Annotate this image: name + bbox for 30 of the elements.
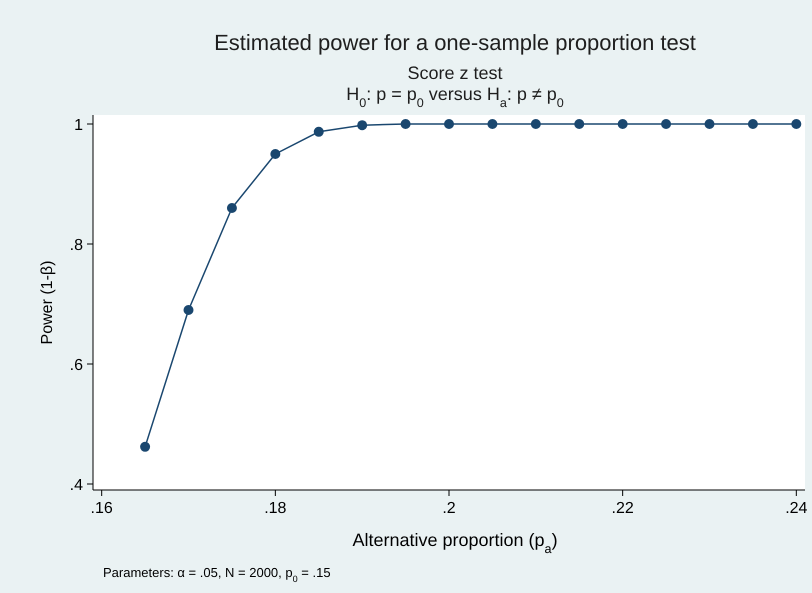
point	[487, 119, 498, 129]
point	[400, 119, 411, 129]
x-axis-title: Alternative proportion (p$_{a}$)	[352, 530, 558, 556]
point	[748, 119, 758, 129]
point	[704, 119, 714, 129]
point	[184, 305, 194, 315]
x-tick-label: .24	[785, 500, 808, 517]
point	[270, 149, 280, 159]
point	[574, 119, 584, 129]
point	[140, 442, 150, 452]
y-axis-title: Power (1-β)	[39, 260, 56, 344]
x-tick-label: .22	[612, 500, 634, 517]
y-tick-label: .6	[70, 357, 84, 374]
y-tick-label: .4	[70, 477, 84, 494]
point	[530, 119, 541, 129]
y-tick-label: 1	[74, 117, 84, 134]
point	[357, 120, 368, 130]
chart-title: Estimated power for a one-sample proportion test	[214, 30, 696, 55]
point	[314, 126, 324, 137]
text: Score z test H$_{0}$: p = p$_{0}$ versus H$_{a}$: p ≠ p$_{0}$	[346, 63, 564, 110]
x-tick-label: .16	[90, 500, 113, 517]
x-tick-label: .2	[442, 500, 456, 517]
point	[791, 119, 802, 129]
point	[618, 119, 628, 129]
x-tick-label: .18	[264, 500, 287, 517]
point	[444, 119, 454, 129]
text: Parameters: α = .05, N = 2000, p$_{0}$ = .15	[103, 565, 331, 584]
y-tick-label: .8	[70, 237, 84, 254]
point	[661, 119, 672, 129]
point	[226, 203, 237, 213]
